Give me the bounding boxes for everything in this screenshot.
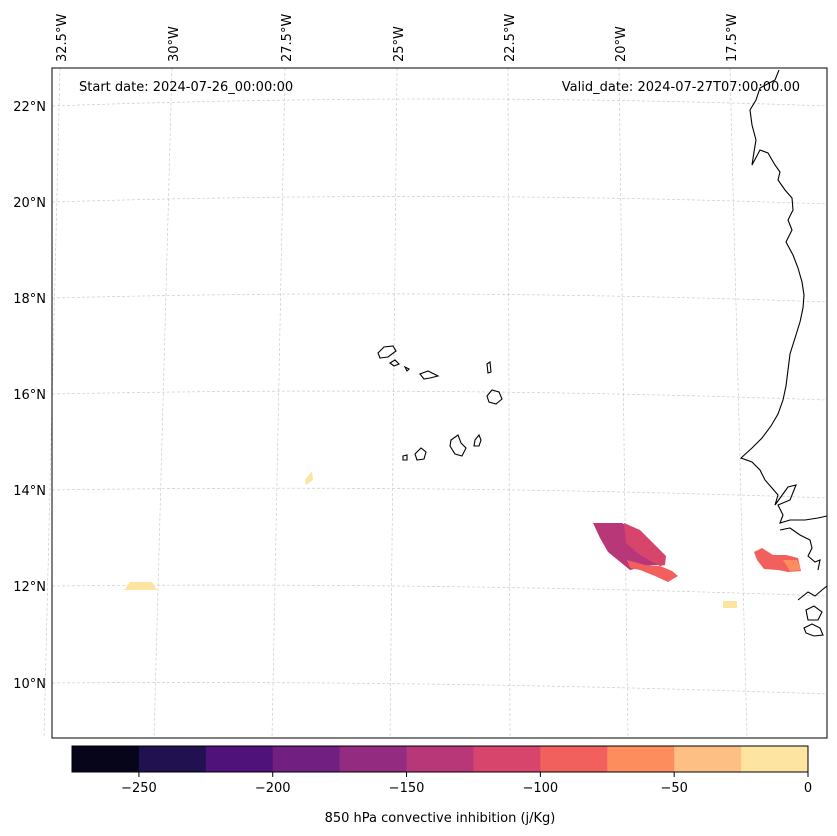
lon-tick-label: 20°W: [614, 26, 629, 62]
lat-tick-label: 14°N: [13, 484, 46, 499]
colorbar-segment: [339, 746, 408, 772]
island-sao-nicolau: [419, 370, 440, 380]
colorbar-segment: [406, 746, 474, 772]
cin-patch-14n-26w: [305, 471, 313, 485]
colorbar: [72, 746, 809, 772]
lat-tick-label: 20°N: [13, 196, 46, 211]
parallel-10n: [51, 682, 828, 695]
cin-patch-12n-31w: [124, 582, 157, 590]
colorbar-segment: [607, 746, 675, 772]
colorbar-ticks: −250 −200 −150 −100 −50 0: [121, 772, 812, 796]
colorbar-tick-label: −100: [523, 781, 559, 796]
colorbar-tick-label: −50: [660, 781, 687, 796]
island-santa-luzia: [403, 365, 410, 372]
lat-tick-label: 22°N: [13, 100, 46, 115]
longitude-tick-labels: 32.5°W 30°W 27.5°W 25°W 22.5°W 20°W 17.5°W: [55, 14, 740, 62]
lon-tick-label: 25°W: [392, 26, 407, 62]
island-fogo: [414, 447, 427, 461]
valid-date-label: Valid_date: 2024-07-27T07:00:00.00: [562, 80, 800, 95]
parallel-16n: [51, 390, 828, 401]
lat-tick-label: 18°N: [13, 292, 46, 307]
island-bijagos-2: [803, 623, 824, 637]
cin-patch-12n-16w-edge: [783, 560, 801, 571]
parallel-gridlines: [51, 98, 828, 695]
parallel-14n: [51, 487, 828, 499]
colorbar-segment: [741, 746, 809, 772]
lat-tick-label: 16°N: [13, 388, 46, 403]
meridian-17-5w: [729, 67, 748, 739]
meridian-20w: [618, 67, 629, 739]
island-sao-vicente: [389, 359, 400, 367]
cin-filled-regions: [124, 471, 801, 608]
lat-tick-label: 12°N: [13, 580, 46, 595]
coastline-west-africa: [739, 69, 828, 524]
cin-patch-11n-18w: [723, 601, 737, 608]
lon-tick-label: 32.5°W: [55, 14, 70, 62]
colorbar-tick-label: −150: [389, 781, 425, 796]
island-santo-antao: [377, 345, 397, 359]
island-bijagos-1: [805, 605, 823, 621]
colorbar-label: 850 hPa convective inhibition (j/Kg): [325, 811, 556, 826]
colorbar-segment: [540, 746, 608, 772]
coastlines: [377, 69, 828, 637]
island-maio: [473, 433, 482, 447]
map-frame: [51, 67, 828, 739]
cin-patch-13n-20w-tail: [627, 560, 678, 582]
colorbar-segment: [674, 746, 742, 772]
island-brava: [402, 454, 408, 461]
lon-tick-label: 22.5°W: [503, 14, 518, 62]
colorbar-segment: [138, 746, 207, 772]
parallel-18n: [51, 293, 828, 303]
parallel-22n: [51, 98, 828, 107]
island-santiago: [449, 434, 467, 457]
lon-tick-label: 27.5°W: [280, 14, 295, 62]
meridian-22-5w: [507, 67, 511, 739]
colorbar-tick-label: 0: [804, 781, 812, 796]
latitude-tick-labels: 22°N 20°N 18°N 16°N 14°N 12°N 10°N: [13, 100, 46, 692]
parallel-20n: [51, 196, 828, 205]
colorbar-frame: [71, 745, 809, 773]
lat-tick-label: 10°N: [13, 677, 46, 692]
colorbar-segment: [473, 746, 541, 772]
coastline-guinea-bissau: [797, 585, 828, 601]
meridian-30w: [153, 67, 173, 739]
parallel-12n: [51, 584, 828, 597]
colorbar-tick-label: −200: [255, 781, 291, 796]
colorbar-segment: [205, 746, 274, 772]
colorbar-segment: [272, 746, 341, 772]
coastline-gambia: [779, 527, 821, 571]
lon-tick-label: 30°W: [167, 26, 182, 62]
colorbar-segment: [72, 746, 140, 772]
meridian-27-5w: [271, 67, 286, 739]
start-date-label: Start date: 2024-07-26_00:00:00: [79, 80, 293, 95]
cin-patch-13n-20w-edge: [624, 523, 666, 566]
lon-tick-label: 17.5°W: [725, 14, 740, 62]
colorbar-tick-label: −250: [121, 781, 157, 796]
island-sal: [486, 361, 492, 374]
meridian-25w: [389, 67, 398, 739]
island-boa-vista: [486, 389, 503, 405]
map-area: [52, 68, 827, 738]
